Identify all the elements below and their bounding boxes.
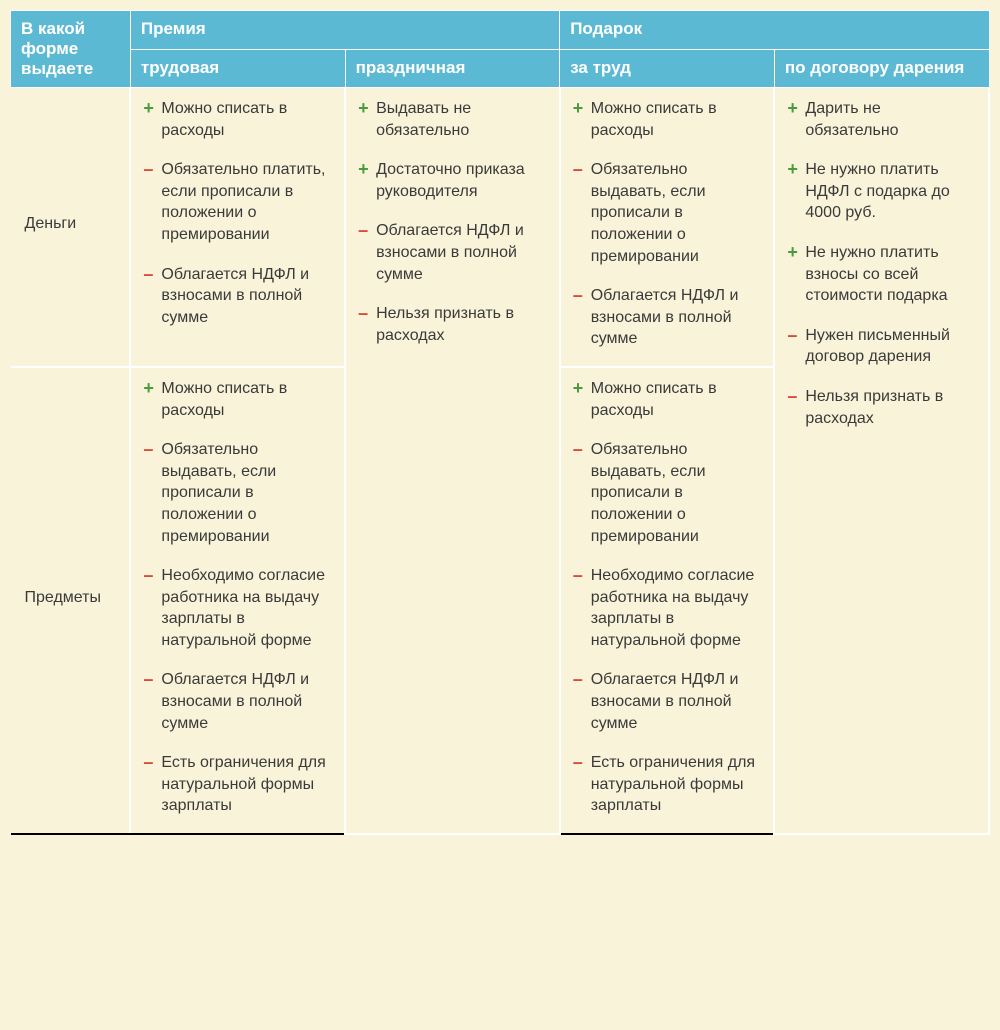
minus-icon: – xyxy=(358,220,376,285)
list-item: +Можно списать в расходы xyxy=(573,378,762,421)
minus-icon: – xyxy=(143,159,161,245)
item-text: Можно списать в расходы xyxy=(591,378,762,421)
minus-icon: – xyxy=(143,439,161,547)
plus-icon: + xyxy=(573,378,591,421)
list-item: –Обязательно выдавать, если прописали в … xyxy=(573,439,762,547)
list-item: –Облагается НДФЛ и взносами в полной сум… xyxy=(358,220,547,285)
list-item: –Обязательно выдавать, если прописали в … xyxy=(143,439,332,547)
item-text: Обязательно выдавать, если прописали в п… xyxy=(591,159,762,267)
minus-icon: – xyxy=(787,325,805,368)
minus-icon: – xyxy=(358,303,376,346)
list-item: –Необходимо согласие работника на выдачу… xyxy=(143,565,332,651)
minus-icon: – xyxy=(573,159,591,267)
list-item: –Необходимо согласие работника на выдачу… xyxy=(573,565,762,651)
item-text: Выдавать не обязательно xyxy=(376,98,547,141)
item-text: Нельзя признать в расходах xyxy=(376,303,547,346)
list-item: –Есть ограничения для натуральной формы … xyxy=(573,752,762,817)
list-item: –Обязательно платить, если прописали в п… xyxy=(143,159,332,245)
row-label-money: Деньги xyxy=(11,88,131,367)
plus-icon: + xyxy=(787,159,805,224)
minus-icon: – xyxy=(143,669,161,734)
cell-money-labor: +Можно списать в расходы–Обязательно пла… xyxy=(130,88,345,367)
list-item: +Достаточно приказа руководителя xyxy=(358,159,547,202)
minus-icon: – xyxy=(573,285,591,350)
item-text: Дарить не обязательно xyxy=(805,98,976,141)
list-item: –Нельзя признать в расходах xyxy=(787,386,976,429)
item-text: Облагается НДФЛ и взносами в полной сумм… xyxy=(161,669,332,734)
plus-icon: + xyxy=(358,159,376,202)
list-item: +Можно списать в расходы xyxy=(573,98,762,141)
plus-icon: + xyxy=(787,242,805,307)
minus-icon: – xyxy=(573,752,591,817)
item-text: Можно списать в расходы xyxy=(591,98,762,141)
item-text: Не нужно платить взносы со всей стоимост… xyxy=(805,242,976,307)
list-item: +Можно списать в расходы xyxy=(143,98,332,141)
item-text: Облагается НДФЛ и взносами в полной сумм… xyxy=(591,285,762,350)
item-text: Достаточно приказа руководителя xyxy=(376,159,547,202)
item-text: Облагается НДФЛ и взносами в полной сумм… xyxy=(591,669,762,734)
cell-money-for-work: +Можно списать в расходы–Обязательно выд… xyxy=(560,88,775,367)
item-text: Обязательно выдавать, если прописали в п… xyxy=(591,439,762,547)
minus-icon: – xyxy=(787,386,805,429)
item-text: Нужен письменный договор дарения xyxy=(805,325,976,368)
plus-icon: + xyxy=(787,98,805,141)
list-item: +Дарить не обязательно xyxy=(787,98,976,141)
list-item: –Есть ограничения для натуральной формы … xyxy=(143,752,332,817)
row-label-items: Предметы xyxy=(11,367,131,834)
item-text: Облагается НДФЛ и взносами в полной сумм… xyxy=(161,264,332,329)
cell-holiday: +Выдавать не обязательно+Достаточно прик… xyxy=(345,88,560,835)
item-text: Не нужно платить НДФЛ с подарка до 4000 … xyxy=(805,159,976,224)
item-text: Есть ограничения для натуральной формы з… xyxy=(161,752,332,817)
header-form: В какой форме выдаете xyxy=(11,11,131,88)
item-text: Облагается НДФЛ и взносами в полной сумм… xyxy=(376,220,547,285)
item-text: Можно списать в расходы xyxy=(161,98,332,141)
minus-icon: – xyxy=(143,752,161,817)
minus-icon: – xyxy=(573,565,591,651)
list-item: +Не нужно платить взносы со всей стоимос… xyxy=(787,242,976,307)
list-item: –Нужен письменный договор дарения xyxy=(787,325,976,368)
item-text: Необходимо согласие работника на выдачу … xyxy=(591,565,762,651)
minus-icon: – xyxy=(573,439,591,547)
item-text: Нельзя признать в расходах xyxy=(805,386,976,429)
plus-icon: + xyxy=(143,378,161,421)
cell-items-for-work: +Можно списать в расходы–Обязательно выд… xyxy=(560,367,775,834)
list-item: +Не нужно платить НДФЛ с подарка до 4000… xyxy=(787,159,976,224)
plus-icon: + xyxy=(358,98,376,141)
list-item: –Облагается НДФЛ и взносами в полной сум… xyxy=(143,669,332,734)
header-bonus: Премия xyxy=(130,11,559,50)
plus-icon: + xyxy=(143,98,161,141)
list-item: +Выдавать не обязательно xyxy=(358,98,547,141)
item-text: Обязательно платить, если прописали в по… xyxy=(161,159,332,245)
item-text: Есть ограничения для натуральной формы з… xyxy=(591,752,762,817)
cell-gift-contract: +Дарить не обязательно+Не нужно платить … xyxy=(774,88,989,835)
item-text: Можно списать в расходы xyxy=(161,378,332,421)
item-text: Необходимо согласие работника на выдачу … xyxy=(161,565,332,651)
minus-icon: – xyxy=(143,264,161,329)
subheader-gift-contract: по договору дарения xyxy=(774,49,989,88)
list-item: –Нельзя признать в расходах xyxy=(358,303,547,346)
cell-items-labor: +Можно списать в расходы–Обязательно выд… xyxy=(130,367,345,834)
plus-icon: + xyxy=(573,98,591,141)
comparison-table: В какой форме выдаете Премия Подарок тру… xyxy=(10,10,990,835)
minus-icon: – xyxy=(573,669,591,734)
list-item: –Облагается НДФЛ и взносами в полной сум… xyxy=(573,669,762,734)
list-item: –Обязательно выдавать, если прописали в … xyxy=(573,159,762,267)
item-text: Обязательно выдавать, если прописали в п… xyxy=(161,439,332,547)
subheader-holiday: праздничная xyxy=(345,49,560,88)
header-gift: Подарок xyxy=(560,11,989,50)
subheader-labor: трудовая xyxy=(130,49,345,88)
list-item: –Облагается НДФЛ и взносами в полной сум… xyxy=(573,285,762,350)
list-item: +Можно списать в расходы xyxy=(143,378,332,421)
list-item: –Облагается НДФЛ и взносами в полной сум… xyxy=(143,264,332,329)
minus-icon: – xyxy=(143,565,161,651)
subheader-for-work: за труд xyxy=(560,49,775,88)
